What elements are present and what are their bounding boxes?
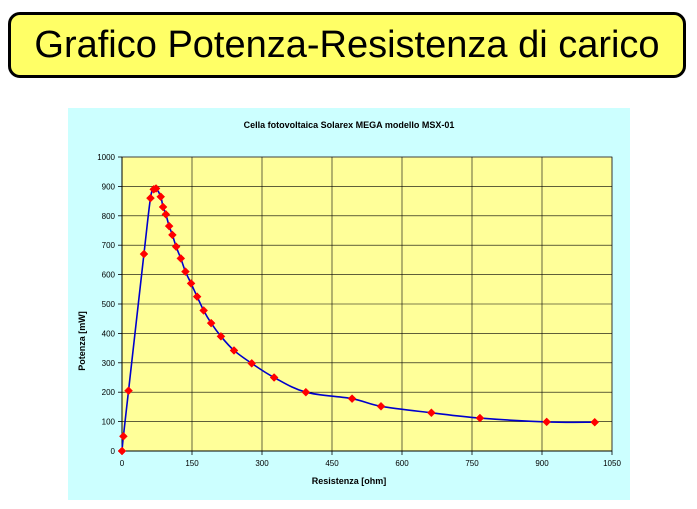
data-point-marker <box>347 394 357 404</box>
y-tick-label: 500 <box>102 300 116 309</box>
tick-labels: 0 100 200 300 400 500 600 700 800 900 1000 0 150 300 4… <box>97 153 621 468</box>
data-point-marker <box>229 346 239 355</box>
data-point-marker <box>216 331 226 341</box>
chart-title: Cella fotovoltaica Solarex MEGA modello … <box>243 120 455 130</box>
chart-svg: 0 100 200 300 400 500 600 700 800 900 1000 0 150 300 4… <box>97 153 621 468</box>
data-point-marker <box>168 230 177 240</box>
data-point-marker <box>301 387 311 397</box>
slide-title-box: Grafico Potenza-Resistenza di carico <box>8 12 686 78</box>
data-point-marker <box>124 386 133 396</box>
data-point-marker <box>139 249 149 259</box>
x-tick-label: 900 <box>535 459 549 468</box>
data-point-marker <box>376 401 386 411</box>
data-point-marker <box>161 209 171 219</box>
data-point-marker <box>542 417 552 427</box>
data-point-marker <box>181 267 190 277</box>
data-point-marker <box>146 193 155 203</box>
x-tick-label: 750 <box>465 459 479 468</box>
data-point-marker <box>156 192 166 202</box>
data-point-marker <box>475 413 485 423</box>
data-point-marker <box>590 417 600 427</box>
data-point-marker <box>186 279 196 288</box>
x-tick-label: 0 <box>120 459 125 468</box>
slide-title: Grafico Potenza-Resistenza di carico <box>34 23 660 66</box>
y-tick-label: 400 <box>102 329 116 338</box>
data-point-marker <box>269 373 279 382</box>
data-point-marker <box>206 318 216 328</box>
series-markers <box>117 184 600 456</box>
y-tick-label: 800 <box>102 212 116 221</box>
y-axis-label: Potenza [mW] <box>77 311 87 371</box>
data-point-marker <box>119 431 128 441</box>
x-tick-label: 600 <box>395 459 409 468</box>
y-tick-label: 300 <box>102 359 116 368</box>
data-point-marker <box>151 184 161 193</box>
y-tick-label: 600 <box>102 271 116 280</box>
data-point-marker <box>247 359 257 368</box>
x-tick-label: 300 <box>255 459 269 468</box>
y-tick-label: 700 <box>102 241 116 250</box>
data-point-marker <box>199 306 209 315</box>
axes <box>118 156 613 455</box>
data-point-marker <box>171 242 181 252</box>
chart-area: 0 100 200 300 400 500 600 700 800 900 1000 0 150 300 4… <box>68 108 630 500</box>
x-tick-label: 1050 <box>603 459 621 468</box>
x-tick-label: 450 <box>325 459 339 468</box>
y-tick-label: 200 <box>102 388 116 397</box>
data-point-marker <box>427 408 436 418</box>
data-point-marker <box>176 254 186 263</box>
y-tick-label: 1000 <box>97 153 115 162</box>
y-tick-label: 900 <box>102 182 116 191</box>
y-tick-label: 0 <box>111 447 116 456</box>
x-axis-label: Resistenza [ohm] <box>311 476 387 486</box>
data-point-marker <box>117 446 127 456</box>
data-point-marker <box>192 292 202 302</box>
y-tick-label: 100 <box>102 418 116 427</box>
data-point-marker <box>164 221 174 231</box>
data-point-marker <box>158 202 168 212</box>
x-tick-label: 150 <box>185 459 199 468</box>
